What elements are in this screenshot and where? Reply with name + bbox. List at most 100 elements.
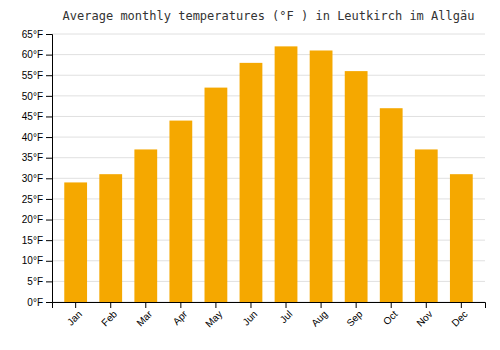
y-tick: 35°F [22, 152, 52, 163]
y-tick: 5°F [27, 276, 52, 287]
y-tick-mark [46, 116, 52, 117]
y-tick-mark [46, 34, 52, 35]
x-tick-mark [321, 302, 322, 308]
bar [64, 182, 87, 302]
x-tick-mark [110, 302, 111, 308]
x-tick-mark [250, 302, 251, 308]
x-tick-label: Jan [65, 308, 84, 327]
y-tick: 65°F [22, 29, 52, 40]
y-tick-mark [46, 281, 52, 282]
y-axis-line [46, 35, 53, 303]
x-tick-label: Jun [240, 308, 259, 327]
y-tick: 50°F [22, 91, 52, 102]
grid [52, 34, 485, 302]
y-tick: 45°F [22, 111, 52, 122]
x-tick-mark [461, 302, 462, 308]
bar [169, 121, 192, 302]
y-tick-label: 20°F [22, 214, 43, 225]
y-tick: 15°F [22, 235, 52, 246]
y-tick-label: 0°F [27, 297, 43, 308]
y-tick: 40°F [22, 132, 52, 143]
y-tick-label: 60°F [22, 49, 43, 60]
grid-line [52, 34, 485, 35]
y-tick-label: 50°F [22, 91, 43, 102]
y-tick-mark [46, 302, 52, 303]
x-tick: Jun [240, 302, 259, 328]
grid-line [52, 75, 485, 76]
y-tick-mark [46, 55, 52, 56]
y-tick-label: 5°F [27, 276, 43, 287]
x-tick: May [203, 302, 224, 330]
y-tick-mark [46, 240, 52, 241]
x-tick-label: Feb [99, 308, 119, 328]
bar [415, 149, 438, 302]
x-tick: Mar [134, 302, 154, 328]
y-tick-mark [46, 220, 52, 221]
bar [275, 46, 298, 302]
x-tick: Sep [344, 302, 365, 329]
y-tick-label: 65°F [22, 29, 43, 40]
x-tick-label: Nov [414, 308, 434, 328]
y-tick-label: 35°F [22, 152, 43, 163]
x-axis: Jan Feb Mar Apr May Jun Jul Aug Sep Oct Nov Dec [53, 302, 486, 330]
x-tick-label: Oct [381, 308, 400, 327]
y-tick-label: 25°F [22, 194, 43, 205]
x-tick-label: Dec [449, 308, 469, 328]
bar [345, 71, 368, 302]
y-tick-mark [46, 261, 52, 262]
y-tick-label: 40°F [22, 132, 43, 143]
x-axis-line [53, 303, 486, 309]
x-tick: Aug [309, 302, 329, 329]
x-tick-label: Jul [278, 308, 295, 325]
grid-line [52, 137, 485, 138]
bar [380, 108, 403, 302]
y-tick: 55°F [22, 70, 52, 81]
x-tick-mark [391, 302, 392, 308]
y-tick-label: 30°F [22, 173, 43, 184]
y-tick: 20°F [22, 214, 52, 225]
x-tick: Apr [171, 302, 190, 327]
x-tick: Dec [449, 302, 469, 329]
y-tick-label: 15°F [22, 235, 43, 246]
y-tick-label: 55°F [22, 70, 43, 81]
grid-line [52, 95, 485, 96]
y-tick-mark [46, 178, 52, 179]
y-tick: 0°F [27, 297, 52, 308]
x-tick-mark [75, 302, 76, 308]
x-tick: Oct [381, 302, 400, 327]
bar [240, 63, 263, 302]
bar [450, 174, 473, 302]
x-tick-mark [215, 302, 216, 308]
x-tick: Jul [278, 302, 295, 325]
y-tick: 10°F [22, 255, 52, 266]
y-tick-label: 45°F [22, 111, 43, 122]
bars [64, 46, 472, 302]
x-tick: Feb [99, 302, 119, 328]
x-tick-label: Aug [309, 308, 329, 328]
x-tick-mark [180, 302, 181, 308]
y-tick: 30°F [22, 173, 52, 184]
bar [99, 174, 122, 302]
y-tick-mark [46, 158, 52, 159]
y-tick-mark [46, 75, 52, 76]
x-tick: Nov [414, 302, 434, 329]
x-tick-label: May [203, 308, 224, 329]
bar [205, 88, 228, 302]
y-tick-mark [46, 137, 52, 138]
x-tick-label: Apr [171, 308, 190, 327]
y-tick: 25°F [22, 194, 52, 205]
x-tick-mark [356, 302, 357, 308]
x-tick: Jan [65, 302, 84, 328]
chart: 0°F 5°F 10°F 15°F 20°F 25°F 30°F 35°F 40°F 45°F 50… [0, 0, 500, 350]
x-tick-label: Sep [344, 308, 365, 329]
bar [310, 50, 333, 302]
y-tick-mark [46, 199, 52, 200]
x-tick-mark [426, 302, 427, 308]
y-tick: 60°F [22, 49, 52, 60]
grid-line [52, 54, 485, 55]
bar [134, 149, 157, 302]
x-tick-mark [145, 302, 146, 308]
x-tick-label: Mar [134, 308, 154, 328]
y-axis: 0°F 5°F 10°F 15°F 20°F 25°F 30°F 35°F 40°F 45°F 50… [22, 29, 53, 308]
grid-line [52, 116, 485, 117]
